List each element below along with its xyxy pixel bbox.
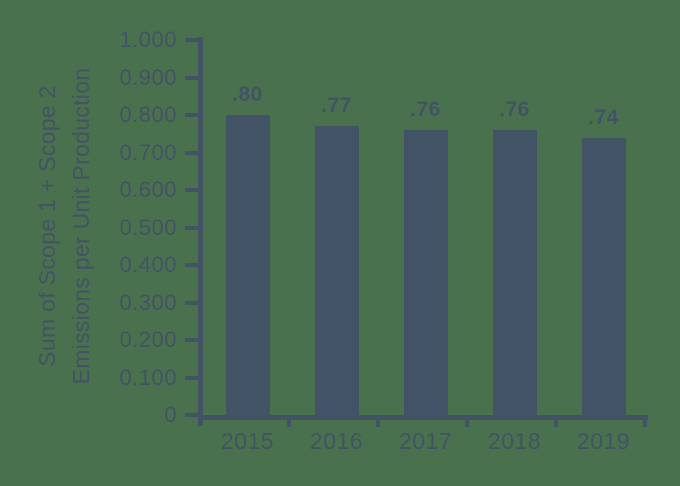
x-axis-tick bbox=[287, 415, 291, 427]
x-axis-tick bbox=[465, 415, 469, 427]
y-axis-tick-label: 0.600 bbox=[119, 177, 177, 202]
bar-value-label: .76 bbox=[499, 98, 530, 121]
y-axis-tick-label: 0.500 bbox=[119, 214, 177, 240]
y-axis-tick bbox=[185, 38, 200, 42]
y-axis-tick bbox=[185, 150, 200, 155]
y-axis-tick-label: 0.400 bbox=[119, 252, 177, 277]
y-axis-tick bbox=[185, 413, 200, 417]
x-axis-category-label: 2015 bbox=[220, 428, 275, 454]
x-axis-category-label: 2017 bbox=[398, 428, 453, 454]
y-axis-tick-label: 0.900 bbox=[119, 64, 177, 90]
y-axis-title-line-1: Sum of Scope 1 + Scope 2 bbox=[34, 85, 60, 367]
y-axis-line bbox=[198, 37, 203, 426]
x-axis-line bbox=[198, 415, 648, 420]
x-axis-tick bbox=[643, 415, 647, 427]
bar-2017 bbox=[403, 130, 448, 415]
y-axis-tick bbox=[185, 75, 200, 80]
bar-value-label: .77 bbox=[321, 94, 352, 118]
bar-value-label: .80 bbox=[232, 83, 263, 106]
y-axis-tick-label: 0 bbox=[164, 402, 177, 427]
bar-2015 bbox=[225, 115, 270, 415]
y-axis-tick bbox=[185, 113, 200, 117]
y-axis-tick-label: 0.300 bbox=[119, 289, 177, 315]
y-axis-tick bbox=[185, 188, 200, 192]
y-axis-tick-label: 0.100 bbox=[119, 364, 177, 390]
bar-2016 bbox=[314, 126, 359, 415]
y-axis-tick-label: 0.200 bbox=[119, 327, 177, 352]
x-axis-category-label: 2018 bbox=[487, 428, 542, 454]
bar-value-label: .76 bbox=[410, 98, 441, 121]
x-axis-tick bbox=[554, 415, 558, 427]
y-axis-tick-label: 1.000 bbox=[119, 27, 177, 52]
bar-2019 bbox=[581, 137, 626, 415]
y-axis-tick bbox=[185, 375, 200, 380]
y-axis-tick bbox=[185, 263, 200, 267]
y-axis-tick-label: 0.700 bbox=[119, 139, 177, 165]
x-axis-category-label: 2019 bbox=[576, 428, 631, 454]
x-axis-tick bbox=[376, 415, 380, 427]
y-axis-tick bbox=[185, 300, 200, 305]
y-axis-tick-label: 0.800 bbox=[119, 102, 177, 127]
bar-2018 bbox=[492, 130, 537, 415]
bar-value-label: .74 bbox=[588, 105, 619, 129]
x-axis-category-label: 2016 bbox=[309, 428, 364, 454]
y-axis-tick bbox=[185, 338, 200, 342]
y-axis-tick bbox=[185, 225, 200, 230]
